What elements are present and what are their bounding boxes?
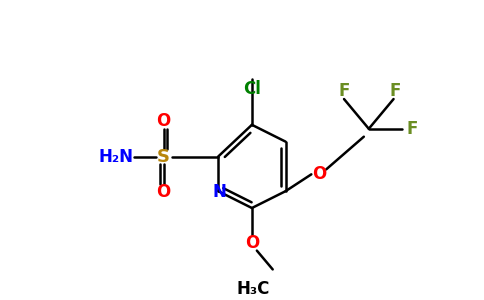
Text: H₃C: H₃C [236,280,270,298]
Text: F: F [407,120,418,138]
Text: S: S [157,148,170,166]
Text: H₂N: H₂N [99,148,134,166]
Text: F: F [390,82,401,100]
Text: O: O [157,183,171,201]
Text: F: F [338,82,350,100]
Text: N: N [212,183,226,201]
Text: O: O [245,234,259,252]
Text: O: O [312,165,326,183]
Text: Cl: Cl [243,80,261,98]
Text: O: O [157,112,171,130]
